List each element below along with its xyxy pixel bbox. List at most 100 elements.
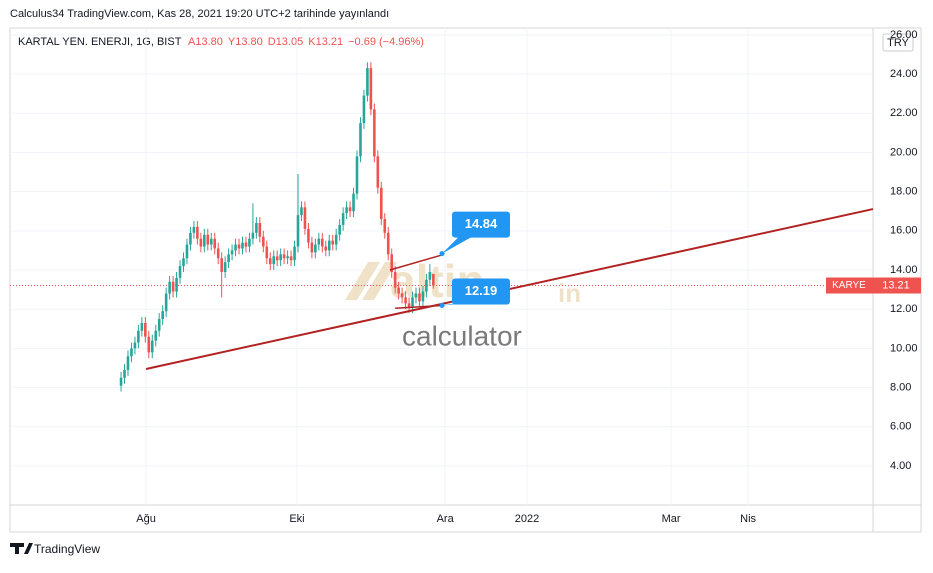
symbol: KARTAL YEN. ENERJI, 1G, BIST [18, 36, 182, 48]
candle-body [348, 207, 352, 212]
x-tick-label: Ağu [136, 513, 156, 525]
y-tick-label: 8.00 [890, 382, 911, 394]
candle-body [213, 238, 217, 249]
price-name: KARYE [832, 280, 866, 291]
legend-item: A13.80 [188, 36, 223, 48]
x-tick-label: Eki [289, 513, 304, 525]
candle-body [161, 311, 164, 320]
candle-body [289, 256, 293, 261]
tv-logo [10, 543, 33, 554]
candle-body [185, 244, 189, 259]
candle-body [244, 242, 248, 247]
candle-body [248, 238, 251, 247]
candle-body [199, 238, 203, 247]
candle-body [241, 242, 244, 249]
candle-body [286, 256, 289, 259]
candle-body [432, 273, 435, 286]
y-tick-label: 14.00 [890, 264, 918, 276]
candle-body [223, 262, 227, 272]
candle-body [182, 258, 185, 267]
legend: A13.80 Y13.80 D13.05 K13.21 −0.69 (−4.96%) [188, 36, 424, 48]
candle-body [227, 254, 230, 263]
candle-body [296, 215, 300, 247]
candle-body [216, 248, 220, 259]
candle-body [366, 68, 369, 96]
y-tick-label: 4.00 [890, 460, 911, 472]
candle-body [307, 228, 310, 243]
candle-body [407, 303, 411, 308]
candle-body [376, 156, 380, 188]
candle-body [379, 187, 383, 220]
price-value: 13.21 [882, 279, 910, 291]
candle-body [338, 224, 341, 235]
y-tick-label: 18.00 [890, 186, 918, 198]
candle-body [383, 219, 387, 233]
price-label-box [826, 277, 921, 294]
candle-body [272, 256, 276, 265]
candle-body [140, 322, 144, 331]
candle-body [126, 356, 130, 370]
callout-pointer [442, 235, 474, 254]
candle-body [255, 222, 258, 233]
candle-body [421, 291, 425, 302]
candle-body [265, 246, 269, 259]
candle-body [275, 256, 279, 261]
candle-body [324, 246, 328, 251]
y-tick-label: 24.00 [890, 68, 918, 80]
candle-body [293, 246, 296, 261]
candle-body [119, 377, 123, 386]
candle-body [251, 232, 255, 239]
candle-body [414, 293, 418, 298]
candle-body [397, 287, 400, 294]
legend-item: Y13.80 [228, 36, 263, 48]
candle-body [164, 293, 168, 312]
y-tick-label: 20.00 [890, 146, 918, 158]
candle-body [192, 226, 196, 233]
candle-body [418, 293, 421, 302]
candle-body [150, 340, 154, 353]
candle-body [171, 281, 175, 292]
footer: TradingView [34, 542, 100, 556]
candle-body [209, 238, 213, 245]
y-tick-label: 22.00 [890, 107, 918, 119]
logo [345, 262, 397, 300]
candle-body [157, 319, 161, 331]
candle-body [123, 369, 126, 378]
candle-body [390, 254, 394, 272]
candle-body [428, 271, 432, 280]
callout-box [452, 211, 510, 238]
candle-body [317, 238, 321, 245]
candle-body [189, 232, 192, 245]
candle-body [300, 207, 303, 216]
y-tick-label: 10.00 [890, 342, 918, 354]
candle-body [400, 293, 404, 298]
candle-body [321, 238, 324, 247]
candle-body [175, 277, 178, 292]
candle-body [310, 242, 314, 253]
y-tick-label: 6.00 [890, 421, 911, 433]
x-tick-label: Ara [437, 513, 455, 525]
candle-body [393, 271, 397, 288]
candle-body [147, 336, 151, 353]
candle-body [230, 250, 234, 255]
candle-body [279, 254, 282, 261]
candle-body [144, 322, 147, 337]
candle-body [168, 281, 171, 294]
candle-body [411, 297, 414, 308]
legend-item: K13.21 [308, 36, 343, 48]
candle-body [362, 95, 366, 124]
candle-body [206, 234, 210, 245]
candle-body [234, 244, 237, 251]
candle-body [237, 244, 241, 249]
watermark: calculator [402, 320, 522, 351]
callout-label: 14.84 [465, 216, 498, 231]
candle-body [137, 330, 140, 343]
candle-body [303, 207, 307, 229]
candle-body [282, 254, 286, 259]
currency: TRY [887, 37, 909, 49]
callout-box [452, 278, 510, 305]
candle-body [130, 348, 133, 357]
callout-point [439, 251, 445, 257]
candle-body [196, 226, 199, 239]
